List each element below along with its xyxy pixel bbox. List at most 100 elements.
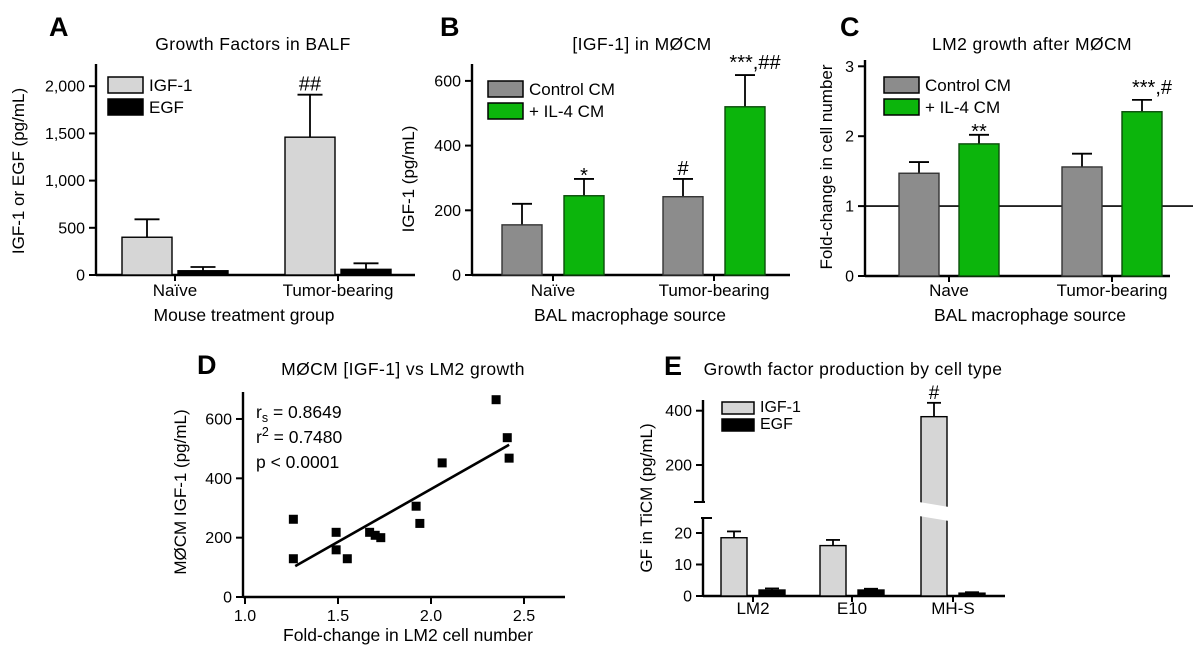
legend-swatch-series1	[721, 401, 755, 415]
significance-annotation: **	[971, 121, 987, 143]
x-axis-title: Mouse treatment group	[154, 305, 335, 325]
chart-title: Growth factor production by cell type	[704, 359, 1003, 379]
data-point-12	[491, 395, 501, 405]
significance-annotation: ##	[299, 74, 322, 96]
x-category-label: Tumor-bearing	[283, 281, 394, 300]
data-point-10	[415, 518, 425, 528]
y-tick-label: 2	[845, 129, 854, 146]
y-tick-label: 0	[845, 269, 854, 286]
legend-label: IGF-1	[149, 76, 192, 95]
y-tick-label: 600	[205, 411, 232, 428]
y-axis-title: GF in TiCM (pg/mL)	[637, 423, 656, 572]
x-category-label: Naïve	[531, 281, 575, 300]
data-point-4	[331, 545, 341, 555]
bar-igf-1-0	[720, 537, 748, 597]
bar-control-cm-0	[898, 172, 940, 277]
panel-b-letter: B	[440, 12, 460, 42]
legend-label: Control CM	[529, 80, 615, 99]
legend-swatch-series1	[487, 80, 524, 98]
y-tick-label: 200	[665, 458, 692, 475]
bar-egf-1	[340, 268, 392, 276]
y-tick-label: 400	[665, 403, 692, 420]
x-category-label: LM2	[736, 599, 769, 618]
legend-swatch-series1	[107, 76, 144, 94]
y-tick-label: 0	[76, 268, 85, 285]
y-tick-label: 1	[845, 199, 854, 216]
significance-annotation: ***,##	[729, 52, 781, 74]
y-axis-title: IGF-1 or EGF (pg/mL)	[9, 88, 28, 254]
data-point-5	[342, 554, 352, 564]
y-tick-label: 500	[58, 220, 85, 237]
y-tick-label: 10	[674, 557, 692, 574]
data-point-2	[288, 554, 298, 564]
y-tick-label: 1,000	[45, 173, 85, 190]
panel-b-chart: [IGF-1] in MØCM 0 200 400 600 IGF-1 (pg/mL) BA…	[399, 34, 790, 325]
data-point-9	[411, 501, 421, 511]
x-tick-label: 1.5	[327, 608, 349, 625]
y-tick-label: 200	[205, 530, 232, 547]
x-category-label: E10	[837, 599, 867, 618]
legend-swatch-series2	[721, 418, 755, 432]
bar-egf-0	[177, 270, 229, 276]
bar-control-cm-1	[1061, 166, 1103, 277]
bar-igf-1-1	[819, 544, 847, 597]
bar-igf-1-0	[121, 236, 173, 276]
y-axis-title: IGF-1 (pg/mL)	[399, 126, 418, 233]
bar-il-4-cm-1	[724, 106, 766, 276]
legend-label: + IL-4 CM	[529, 102, 604, 121]
x-tick-label: 1.0	[234, 608, 256, 625]
significance-annotation: #	[929, 383, 940, 404]
y-tick-label: 2,000	[45, 79, 85, 96]
significance-annotation: *	[580, 165, 588, 187]
legend-swatch-series2	[883, 98, 920, 116]
chart-title: Growth Factors in BALF	[155, 34, 351, 54]
data-point-6	[365, 527, 375, 537]
bar-egf-1	[857, 589, 885, 597]
bar-control-cm-1	[662, 196, 704, 276]
bar-il-4-cm-1	[1121, 111, 1163, 277]
bar-il-4-cm-0	[563, 195, 605, 276]
x-tick-label: 2.5	[513, 608, 535, 625]
bar-control-cm-0	[501, 224, 543, 276]
y-tick-label: 0	[683, 589, 692, 606]
legend-swatch-series1	[883, 76, 920, 94]
x-tick-label: 2.0	[420, 608, 442, 625]
panel-d-letter: D	[197, 350, 217, 380]
significance-annotation: ***,#	[1132, 77, 1173, 99]
y-tick-label: 1,500	[45, 126, 85, 143]
panel-a-chart: Growth Factors in BALF 0 500 1,000 1,500 2,00…	[9, 34, 415, 325]
y-axis-title: Fold-change in cell number	[817, 64, 836, 269]
legend-swatch-series2	[107, 98, 144, 116]
x-category-label: MH-S	[931, 599, 974, 618]
significance-annotation: #	[677, 158, 689, 180]
panel-c-letter: C	[840, 12, 860, 42]
x-axis-title: BAL macrophage source	[934, 305, 1126, 325]
y-tick-label: 3	[845, 59, 854, 76]
y-tick-label: 20	[674, 526, 692, 543]
y-axis-title: MØCM IGF-1 (pg/mL)	[171, 409, 190, 574]
x-axis-title: Fold-change in LM2 cell number	[283, 625, 533, 645]
regression-line	[294, 443, 510, 568]
x-category-label: Tumor-bearing	[659, 281, 770, 300]
data-point-14	[504, 453, 514, 463]
bar-egf-0	[758, 589, 786, 597]
legend-label: IGF-1	[760, 399, 801, 416]
y-tick-label: 200	[434, 203, 461, 220]
data-point-11	[437, 458, 447, 468]
legend-swatch-series2	[487, 102, 524, 120]
chart-title: MØCM [IGF-1] vs LM2 growth	[281, 359, 525, 379]
stats-line-1: rs = 0.8649	[256, 402, 342, 425]
data-point-13	[502, 433, 512, 443]
stats-line-2: r2 = 0.7480	[256, 425, 343, 447]
chart-title: LM2 growth after MØCM	[932, 34, 1132, 54]
x-category-label: Naïve	[153, 281, 197, 300]
panel-c-chart: LM2 growth after MØCM 0 1 2 3 Fold-change in …	[817, 34, 1193, 325]
panel-e-letter: E	[664, 351, 683, 381]
x-category-label: Nave	[929, 281, 969, 300]
legend-label: EGF	[760, 416, 793, 433]
x-category-label: Tumor-bearing	[1057, 281, 1168, 300]
bar-il-4-cm-0	[958, 143, 1000, 277]
data-point-7	[370, 530, 380, 540]
